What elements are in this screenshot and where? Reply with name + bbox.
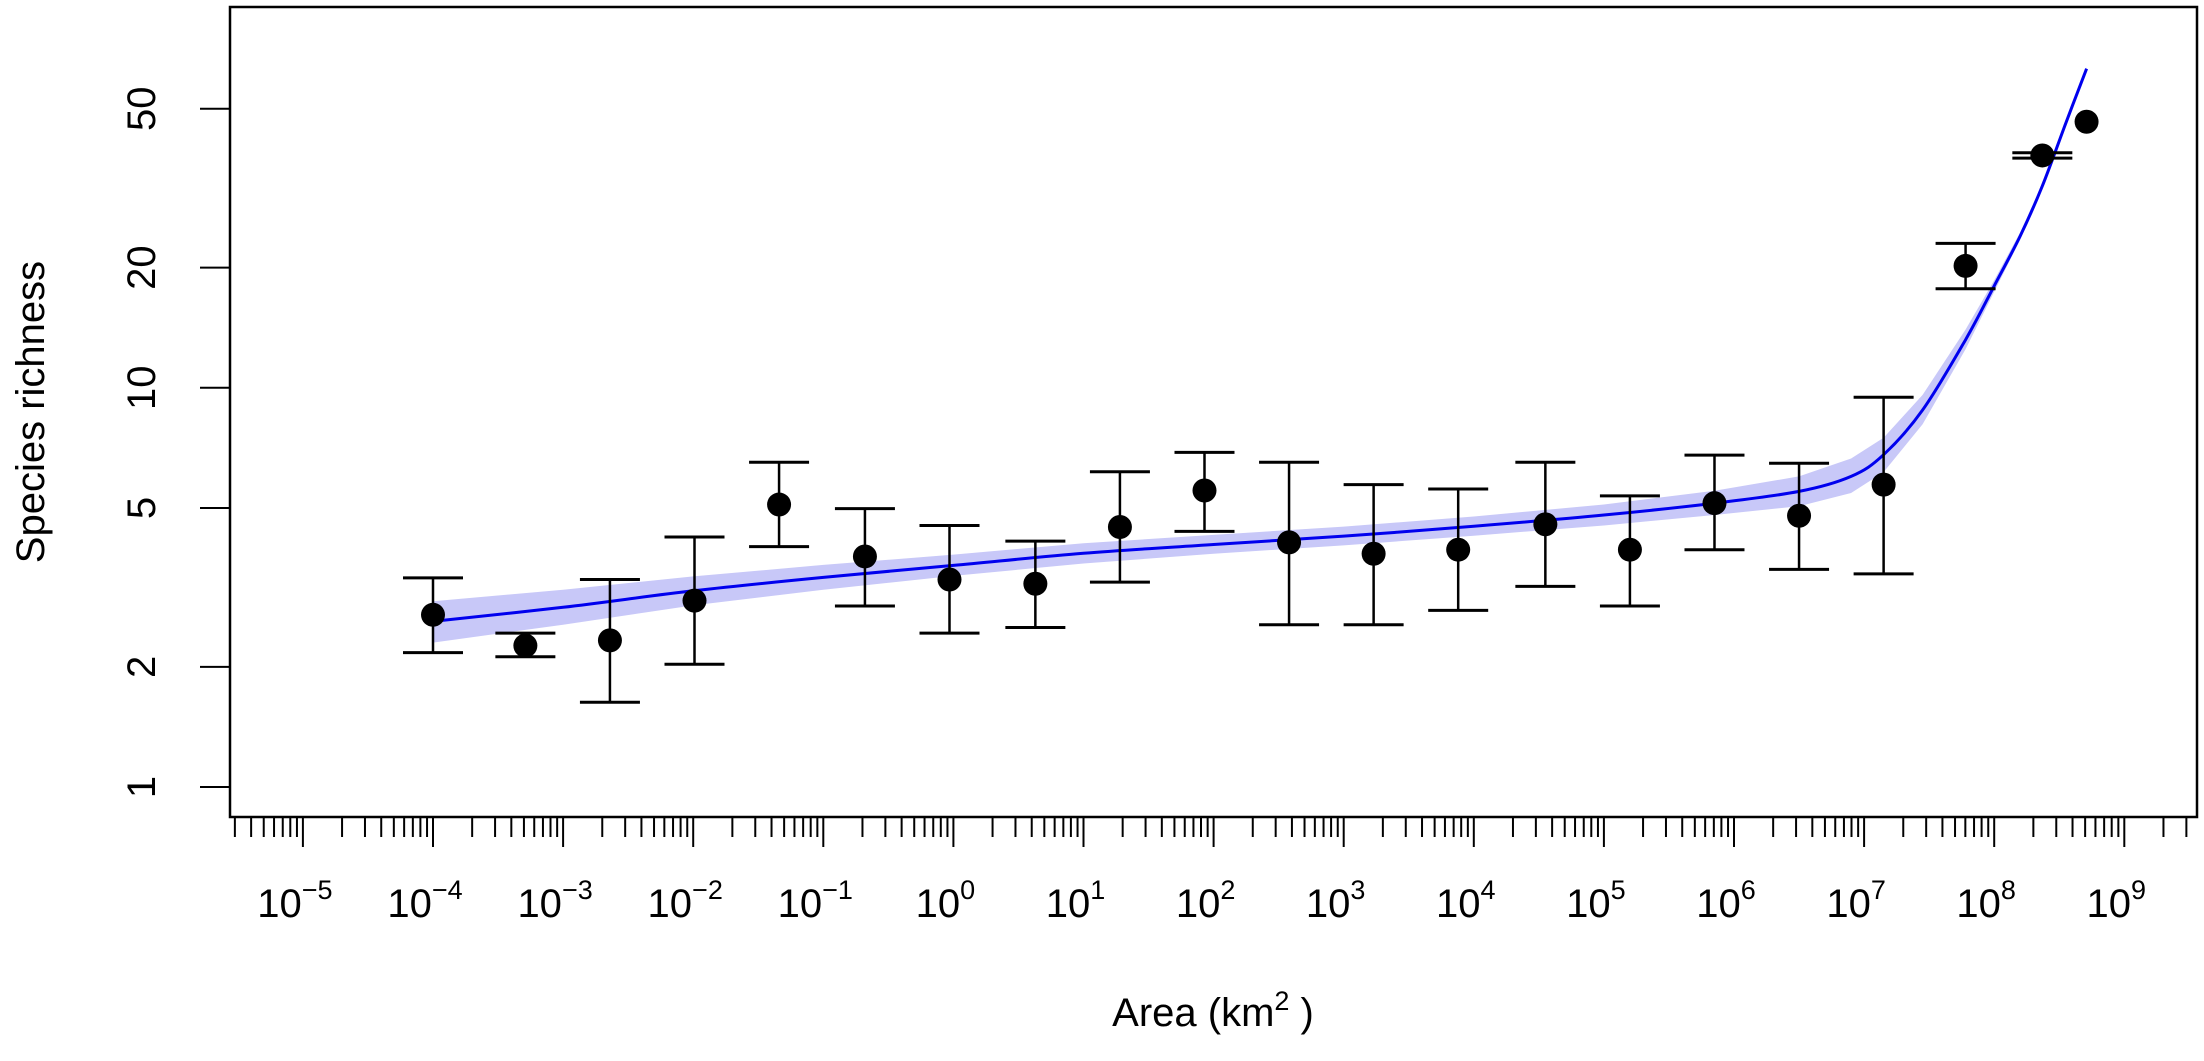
data-point	[597, 628, 622, 653]
x-tick-label: 106	[1696, 875, 1756, 926]
y-tick-label: 20	[120, 245, 164, 290]
x-axis-title: Area (km2 )	[1112, 986, 1314, 1035]
x-tick-exponent: 1	[1090, 875, 1105, 905]
y-axis: 1 2 5 10 20 50	[120, 87, 231, 798]
data-point	[513, 633, 538, 658]
y-tick-label: 2	[120, 656, 164, 678]
x-tick-label: 107	[1826, 875, 1886, 926]
x-tick-label: 10−3	[517, 875, 592, 926]
data-point	[1871, 472, 1896, 497]
x-tick-exponent: 3	[1350, 875, 1365, 905]
x-tick-exponent: −5	[302, 875, 333, 905]
data-point	[1361, 541, 1386, 566]
x-tick-exponent: 7	[1871, 875, 1886, 905]
x-tick-base: 10	[916, 882, 961, 926]
x-tick-label: 108	[1956, 875, 2016, 926]
data-point	[2030, 143, 2055, 168]
x-tick-base: 10	[648, 882, 693, 926]
x-tick-exponent: 2	[1220, 875, 1235, 905]
data-point	[1107, 515, 1132, 540]
x-tick-label: 10−5	[257, 875, 332, 926]
y-tick-label: 50	[120, 87, 164, 132]
y-axis-title: Species richness	[9, 261, 53, 563]
x-tick-label: 102	[1176, 875, 1236, 926]
confidence-band-layer	[433, 67, 2087, 643]
data-point	[1617, 537, 1642, 562]
x-tick-label: 109	[2087, 875, 2147, 926]
x-tick-label: 100	[916, 875, 976, 926]
x-tick-exponent: −2	[692, 875, 723, 905]
x-tick-base: 10	[387, 882, 432, 926]
error-bar-layer	[403, 151, 2073, 704]
x-tick-base: 10	[1826, 882, 1871, 926]
x-tick-label: 10−4	[387, 875, 462, 926]
y-tick-label: 10	[120, 366, 164, 411]
x-tick-base: 10	[1046, 882, 1091, 926]
x-tick-base: 10	[1306, 882, 1351, 926]
confidence-band	[433, 67, 2087, 643]
x-tick-label: 10−2	[648, 875, 723, 926]
x-tick-label: 104	[1436, 875, 1496, 926]
x-axis: 10−5 10−4 10−3 10−2 10−1 100 101 102 103 104 105 10…	[233, 817, 2188, 926]
x-axis-title-sup: 2	[1274, 986, 1289, 1016]
x-tick-exponent: 0	[960, 875, 975, 905]
x-tick-exponent: −3	[562, 875, 593, 905]
x-tick-exponent: −1	[822, 875, 853, 905]
x-tick-label: 101	[1046, 875, 1106, 926]
plot-frame	[228, 5, 2199, 819]
data-point	[937, 567, 962, 592]
x-tick-exponent: 6	[1741, 875, 1756, 905]
x-tick-exponent: 5	[1611, 875, 1626, 905]
x-tick-base: 10	[1696, 882, 1741, 926]
x-axis-title-close: )	[1289, 991, 1313, 1035]
x-tick-base: 10	[1566, 882, 1611, 926]
x-tick-exponent: 9	[2131, 875, 2146, 905]
x-tick-base: 10	[257, 882, 302, 926]
x-tick-label: 105	[1566, 875, 1626, 926]
x-tick-label: 103	[1306, 875, 1366, 926]
data-point	[1533, 512, 1558, 537]
data-point	[682, 588, 707, 613]
data-point	[852, 544, 877, 569]
data-point	[1953, 253, 1978, 278]
x-tick-label: 10−1	[778, 875, 853, 926]
x-tick-base: 10	[1176, 882, 1221, 926]
y-tick-label: 5	[120, 497, 164, 519]
data-point-layer	[421, 109, 2099, 658]
x-tick-base: 10	[1956, 882, 2001, 926]
x-tick-exponent: 4	[1481, 875, 1496, 905]
fit-line-layer	[432, 68, 2089, 623]
data-point	[1702, 491, 1727, 516]
x-tick-exponent: 8	[2001, 875, 2016, 905]
data-point	[1023, 571, 1048, 596]
x-tick-base: 10	[1436, 882, 1481, 926]
x-axis-title-main: Area (km	[1112, 991, 1274, 1035]
x-tick-base: 10	[778, 882, 823, 926]
fit-line	[432, 68, 2089, 623]
data-point	[1787, 503, 1812, 528]
data-point	[1277, 530, 1302, 555]
data-point	[1192, 478, 1217, 503]
x-tick-base: 10	[517, 882, 562, 926]
x-tick-base: 10	[2087, 882, 2132, 926]
data-point	[421, 602, 445, 627]
data-point	[2074, 109, 2099, 134]
data-point	[767, 492, 792, 517]
y-tick-label: 1	[120, 776, 164, 798]
data-point	[1446, 537, 1471, 562]
x-tick-exponent: −4	[432, 875, 463, 905]
